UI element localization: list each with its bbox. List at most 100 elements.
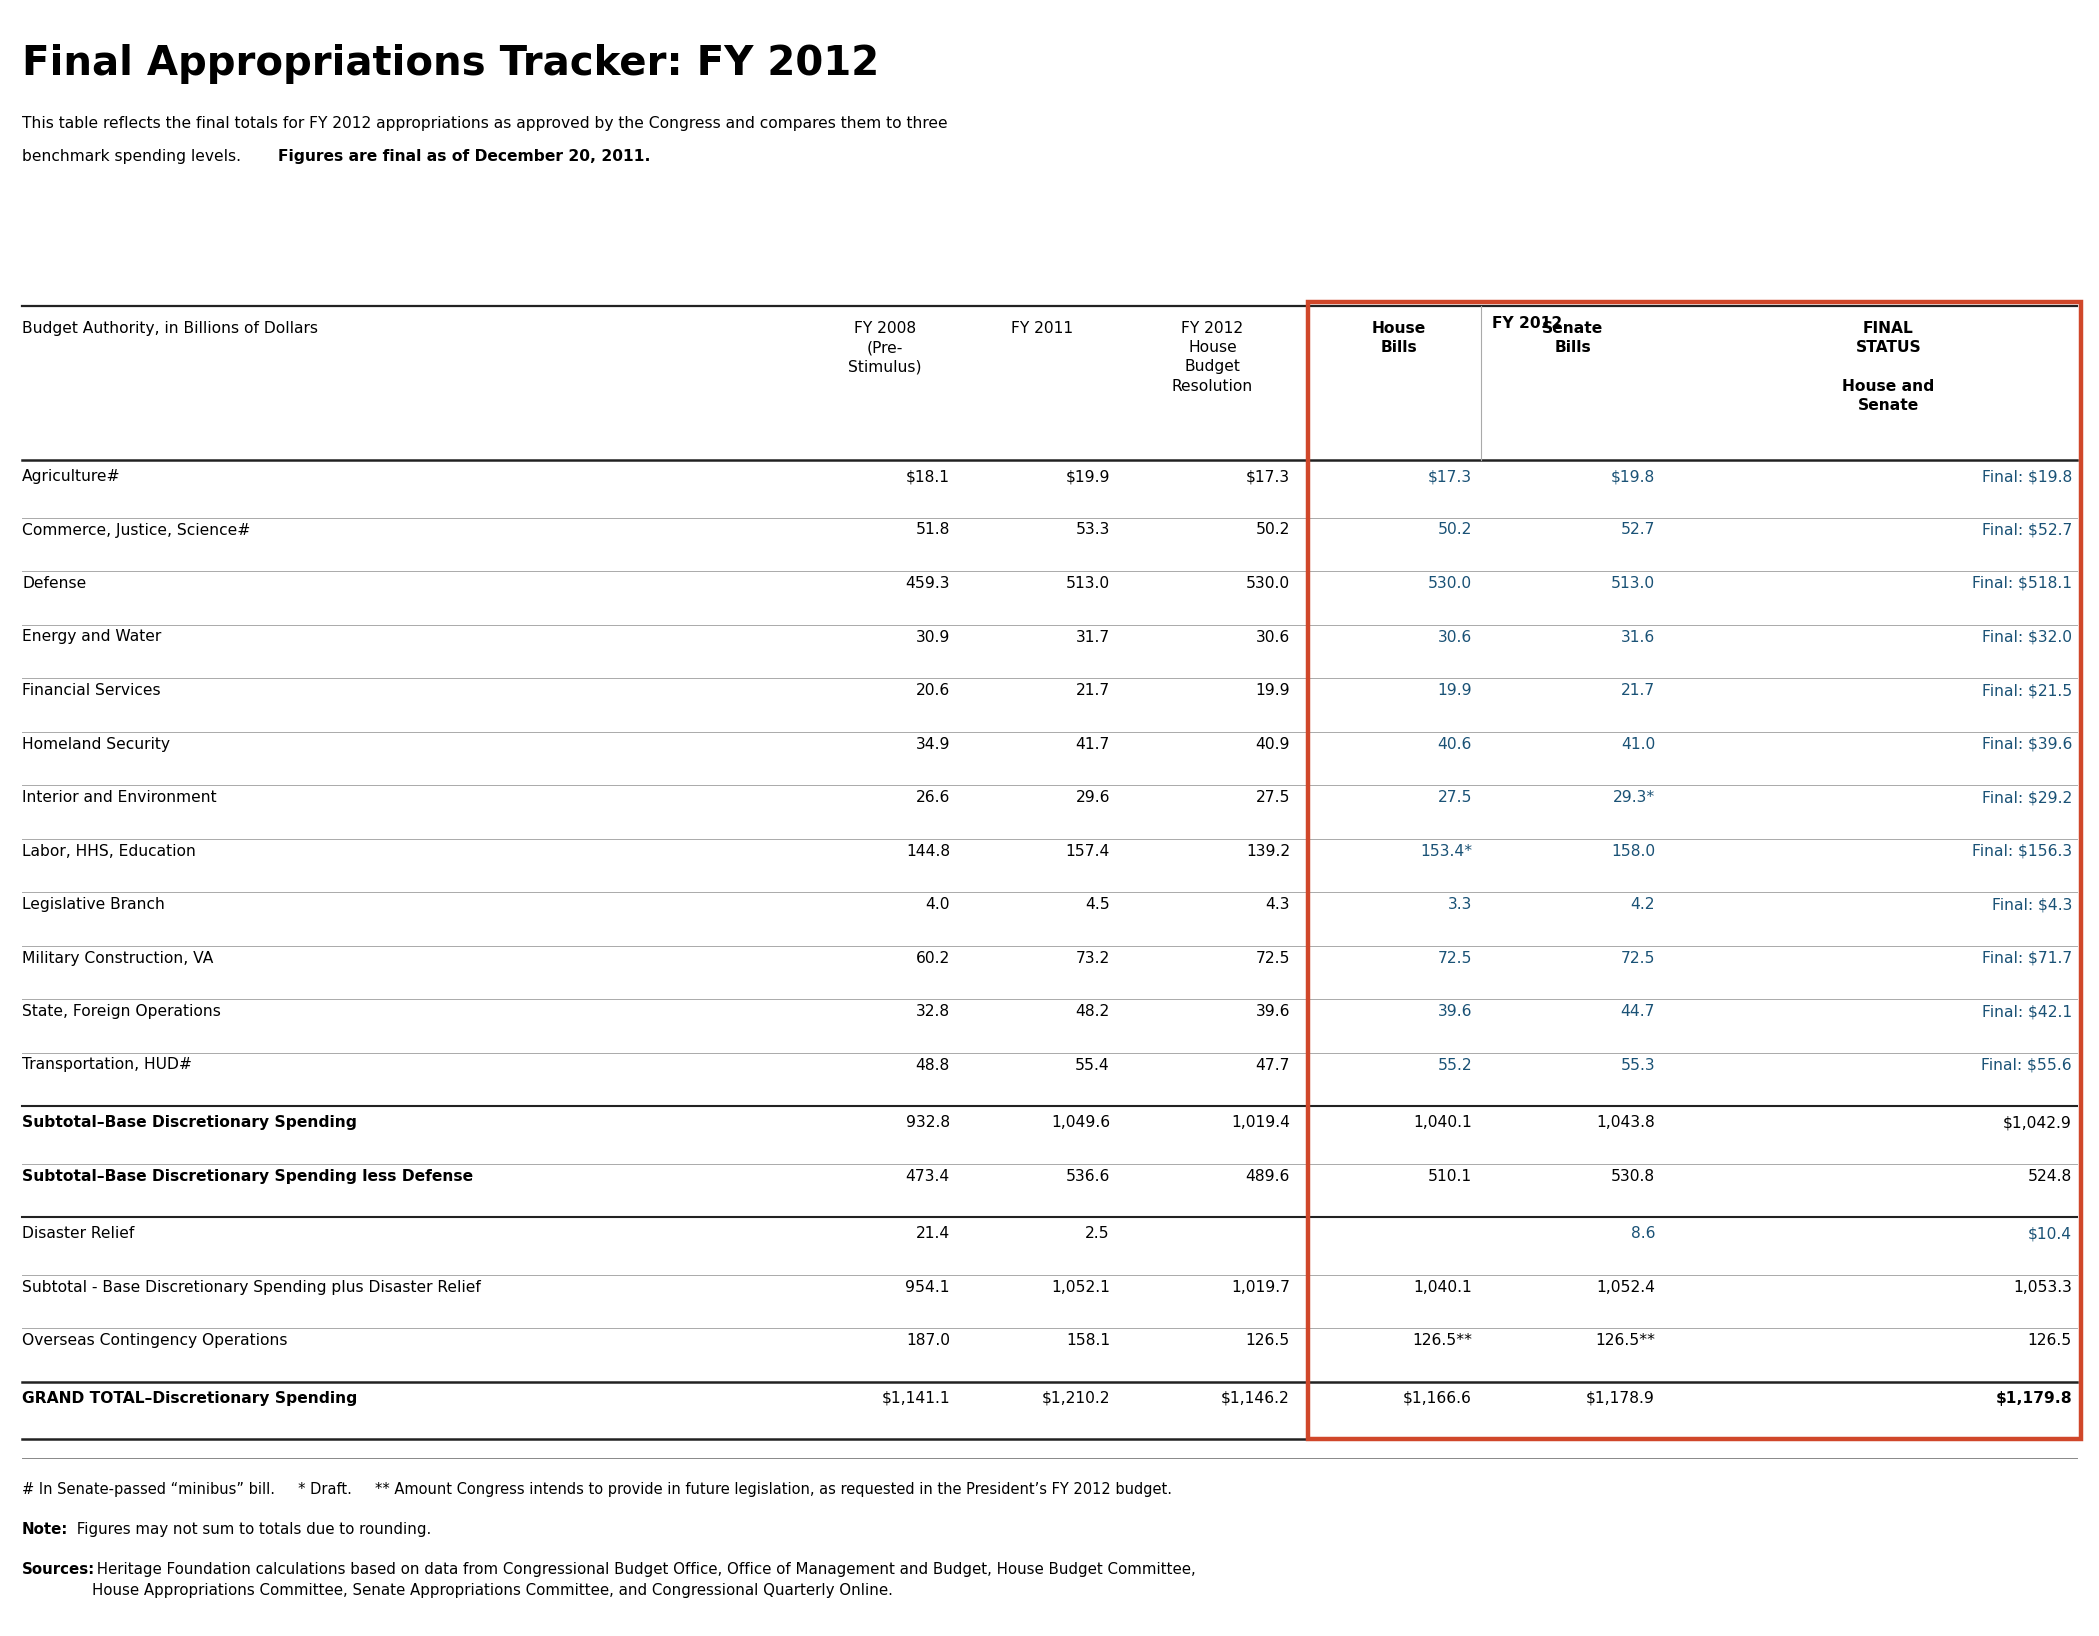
Text: Commerce, Justice, Science#: Commerce, Justice, Science# bbox=[21, 522, 250, 538]
Text: 473.4: 473.4 bbox=[907, 1168, 951, 1183]
Text: 47.7: 47.7 bbox=[1255, 1057, 1291, 1073]
Text: State, Foreign Operations: State, Foreign Operations bbox=[21, 1005, 220, 1019]
Text: 26.6: 26.6 bbox=[915, 790, 951, 805]
Text: 1,049.6: 1,049.6 bbox=[1052, 1116, 1110, 1130]
Text: 48.8: 48.8 bbox=[915, 1057, 951, 1073]
Text: 27.5: 27.5 bbox=[1438, 790, 1471, 805]
Text: 157.4: 157.4 bbox=[1066, 844, 1110, 859]
Text: House
Bills: House Bills bbox=[1371, 321, 1425, 355]
Text: Final: $29.2: Final: $29.2 bbox=[1981, 790, 2072, 805]
Text: 50.2: 50.2 bbox=[1255, 522, 1291, 538]
Text: 536.6: 536.6 bbox=[1066, 1168, 1110, 1183]
Text: Final: $19.8: Final: $19.8 bbox=[1981, 470, 2072, 484]
Text: Defense: Defense bbox=[21, 576, 86, 591]
Text: 530.8: 530.8 bbox=[1610, 1168, 1654, 1183]
Text: 1,019.7: 1,019.7 bbox=[1230, 1279, 1291, 1294]
Text: 126.5: 126.5 bbox=[1245, 1333, 1291, 1348]
Text: 153.4*: 153.4* bbox=[1419, 844, 1471, 859]
Text: Disaster Relief: Disaster Relief bbox=[21, 1225, 134, 1242]
Text: 72.5: 72.5 bbox=[1620, 951, 1654, 965]
Text: Energy and Water: Energy and Water bbox=[21, 630, 162, 645]
Text: Sources:: Sources: bbox=[21, 1562, 94, 1577]
Text: Transportation, HUD#: Transportation, HUD# bbox=[21, 1057, 191, 1073]
Text: Final: $21.5: Final: $21.5 bbox=[1981, 682, 2072, 699]
Text: 55.3: 55.3 bbox=[1620, 1057, 1654, 1073]
Text: 21.4: 21.4 bbox=[915, 1225, 951, 1242]
Text: 50.2: 50.2 bbox=[1438, 522, 1471, 538]
Text: $10.4: $10.4 bbox=[2028, 1225, 2072, 1242]
Text: 21.7: 21.7 bbox=[1620, 682, 1654, 699]
Text: 29.6: 29.6 bbox=[1075, 790, 1110, 805]
Text: Agriculture#: Agriculture# bbox=[21, 470, 120, 484]
Text: $17.3: $17.3 bbox=[1247, 470, 1291, 484]
Text: GRAND TOTAL–Discretionary Spending: GRAND TOTAL–Discretionary Spending bbox=[21, 1391, 357, 1405]
Text: Figures may not sum to totals due to rounding.: Figures may not sum to totals due to rou… bbox=[71, 1521, 430, 1536]
Text: 32.8: 32.8 bbox=[915, 1005, 951, 1019]
Text: Overseas Contingency Operations: Overseas Contingency Operations bbox=[21, 1333, 288, 1348]
Text: Budget Authority, in Billions of Dollars: Budget Authority, in Billions of Dollars bbox=[21, 321, 319, 335]
Text: 1,052.4: 1,052.4 bbox=[1595, 1279, 1654, 1294]
Text: Final Appropriations Tracker: FY 2012: Final Appropriations Tracker: FY 2012 bbox=[21, 44, 879, 83]
Text: 4.2: 4.2 bbox=[1631, 897, 1654, 911]
Text: 30.6: 30.6 bbox=[1438, 630, 1471, 645]
Text: 30.6: 30.6 bbox=[1255, 630, 1291, 645]
Text: 126.5**: 126.5** bbox=[1595, 1333, 1654, 1348]
Text: 126.5: 126.5 bbox=[2028, 1333, 2072, 1348]
Text: 52.7: 52.7 bbox=[1620, 522, 1654, 538]
Text: 513.0: 513.0 bbox=[1066, 576, 1110, 591]
Text: Labor, HHS, Education: Labor, HHS, Education bbox=[21, 844, 195, 859]
Text: Financial Services: Financial Services bbox=[21, 682, 162, 699]
Text: 19.9: 19.9 bbox=[1255, 682, 1291, 699]
Text: 144.8: 144.8 bbox=[907, 844, 951, 859]
Text: 1,040.1: 1,040.1 bbox=[1413, 1116, 1471, 1130]
Text: 4.5: 4.5 bbox=[1085, 897, 1110, 911]
Text: 73.2: 73.2 bbox=[1077, 951, 1110, 965]
Text: 39.6: 39.6 bbox=[1255, 1005, 1291, 1019]
Text: Final: $32.0: Final: $32.0 bbox=[1981, 630, 2072, 645]
Text: Final: $52.7: Final: $52.7 bbox=[1981, 522, 2072, 538]
Text: $19.8: $19.8 bbox=[1610, 470, 1654, 484]
Text: 48.2: 48.2 bbox=[1077, 1005, 1110, 1019]
Text: Final: $518.1: Final: $518.1 bbox=[1971, 576, 2072, 591]
Text: Final: $42.1: Final: $42.1 bbox=[1981, 1005, 2072, 1019]
Text: 60.2: 60.2 bbox=[915, 951, 951, 965]
Text: Interior and Environment: Interior and Environment bbox=[21, 790, 216, 805]
Text: Homeland Security: Homeland Security bbox=[21, 736, 170, 751]
Text: 72.5: 72.5 bbox=[1438, 951, 1471, 965]
Text: $1,210.2: $1,210.2 bbox=[1041, 1391, 1110, 1405]
Text: 51.8: 51.8 bbox=[915, 522, 951, 538]
Text: $1,146.2: $1,146.2 bbox=[1222, 1391, 1291, 1405]
Text: 530.0: 530.0 bbox=[1427, 576, 1471, 591]
Text: 40.6: 40.6 bbox=[1438, 736, 1471, 751]
Text: Final: $4.3: Final: $4.3 bbox=[1992, 897, 2072, 911]
Text: 53.3: 53.3 bbox=[1075, 522, 1110, 538]
Text: Final: $156.3: Final: $156.3 bbox=[1971, 844, 2072, 859]
Text: 187.0: 187.0 bbox=[907, 1333, 951, 1348]
Text: This table reflects the final totals for FY 2012 appropriations as approved by t: This table reflects the final totals for… bbox=[21, 116, 947, 131]
Text: 2.5: 2.5 bbox=[1085, 1225, 1110, 1242]
Text: 31.7: 31.7 bbox=[1077, 630, 1110, 645]
Text: 4.3: 4.3 bbox=[1266, 897, 1291, 911]
Text: 954.1: 954.1 bbox=[905, 1279, 951, 1294]
Text: 530.0: 530.0 bbox=[1247, 576, 1291, 591]
Text: Heritage Foundation calculations based on data from Congressional Budget Office,: Heritage Foundation calculations based o… bbox=[92, 1562, 1196, 1598]
Text: 126.5**: 126.5** bbox=[1413, 1333, 1471, 1348]
Text: 3.3: 3.3 bbox=[1448, 897, 1471, 911]
Text: 510.1: 510.1 bbox=[1427, 1168, 1471, 1183]
Text: FY 2012
House
Budget
Resolution: FY 2012 House Budget Resolution bbox=[1171, 321, 1253, 394]
Text: Final: $71.7: Final: $71.7 bbox=[1981, 951, 2072, 965]
Text: 524.8: 524.8 bbox=[2028, 1168, 2072, 1183]
Text: 1,052.1: 1,052.1 bbox=[1052, 1279, 1110, 1294]
Text: Subtotal–Base Discretionary Spending less Defense: Subtotal–Base Discretionary Spending les… bbox=[21, 1168, 472, 1183]
Text: 158.0: 158.0 bbox=[1610, 844, 1654, 859]
Text: 55.4: 55.4 bbox=[1075, 1057, 1110, 1073]
Text: Legislative Branch: Legislative Branch bbox=[21, 897, 166, 911]
Bar bbox=[1308, 303, 2080, 1440]
Text: $1,042.9: $1,042.9 bbox=[2002, 1116, 2072, 1130]
Text: Military Construction, VA: Military Construction, VA bbox=[21, 951, 214, 965]
Text: $1,141.1: $1,141.1 bbox=[882, 1391, 951, 1405]
Text: Senate
Bills: Senate Bills bbox=[1543, 321, 1604, 355]
Text: 19.9: 19.9 bbox=[1438, 682, 1471, 699]
Text: 1,040.1: 1,040.1 bbox=[1413, 1279, 1471, 1294]
Text: 8.6: 8.6 bbox=[1631, 1225, 1654, 1242]
